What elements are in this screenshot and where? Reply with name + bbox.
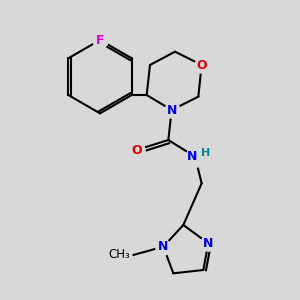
Text: N: N <box>167 103 177 116</box>
Text: CH₃: CH₃ <box>108 248 130 262</box>
Text: N: N <box>187 150 197 163</box>
Text: H: H <box>201 148 210 158</box>
Text: N: N <box>203 237 214 250</box>
Text: O: O <box>196 58 207 71</box>
Text: F: F <box>96 34 104 46</box>
Text: N: N <box>158 240 169 253</box>
Text: O: O <box>131 143 142 157</box>
